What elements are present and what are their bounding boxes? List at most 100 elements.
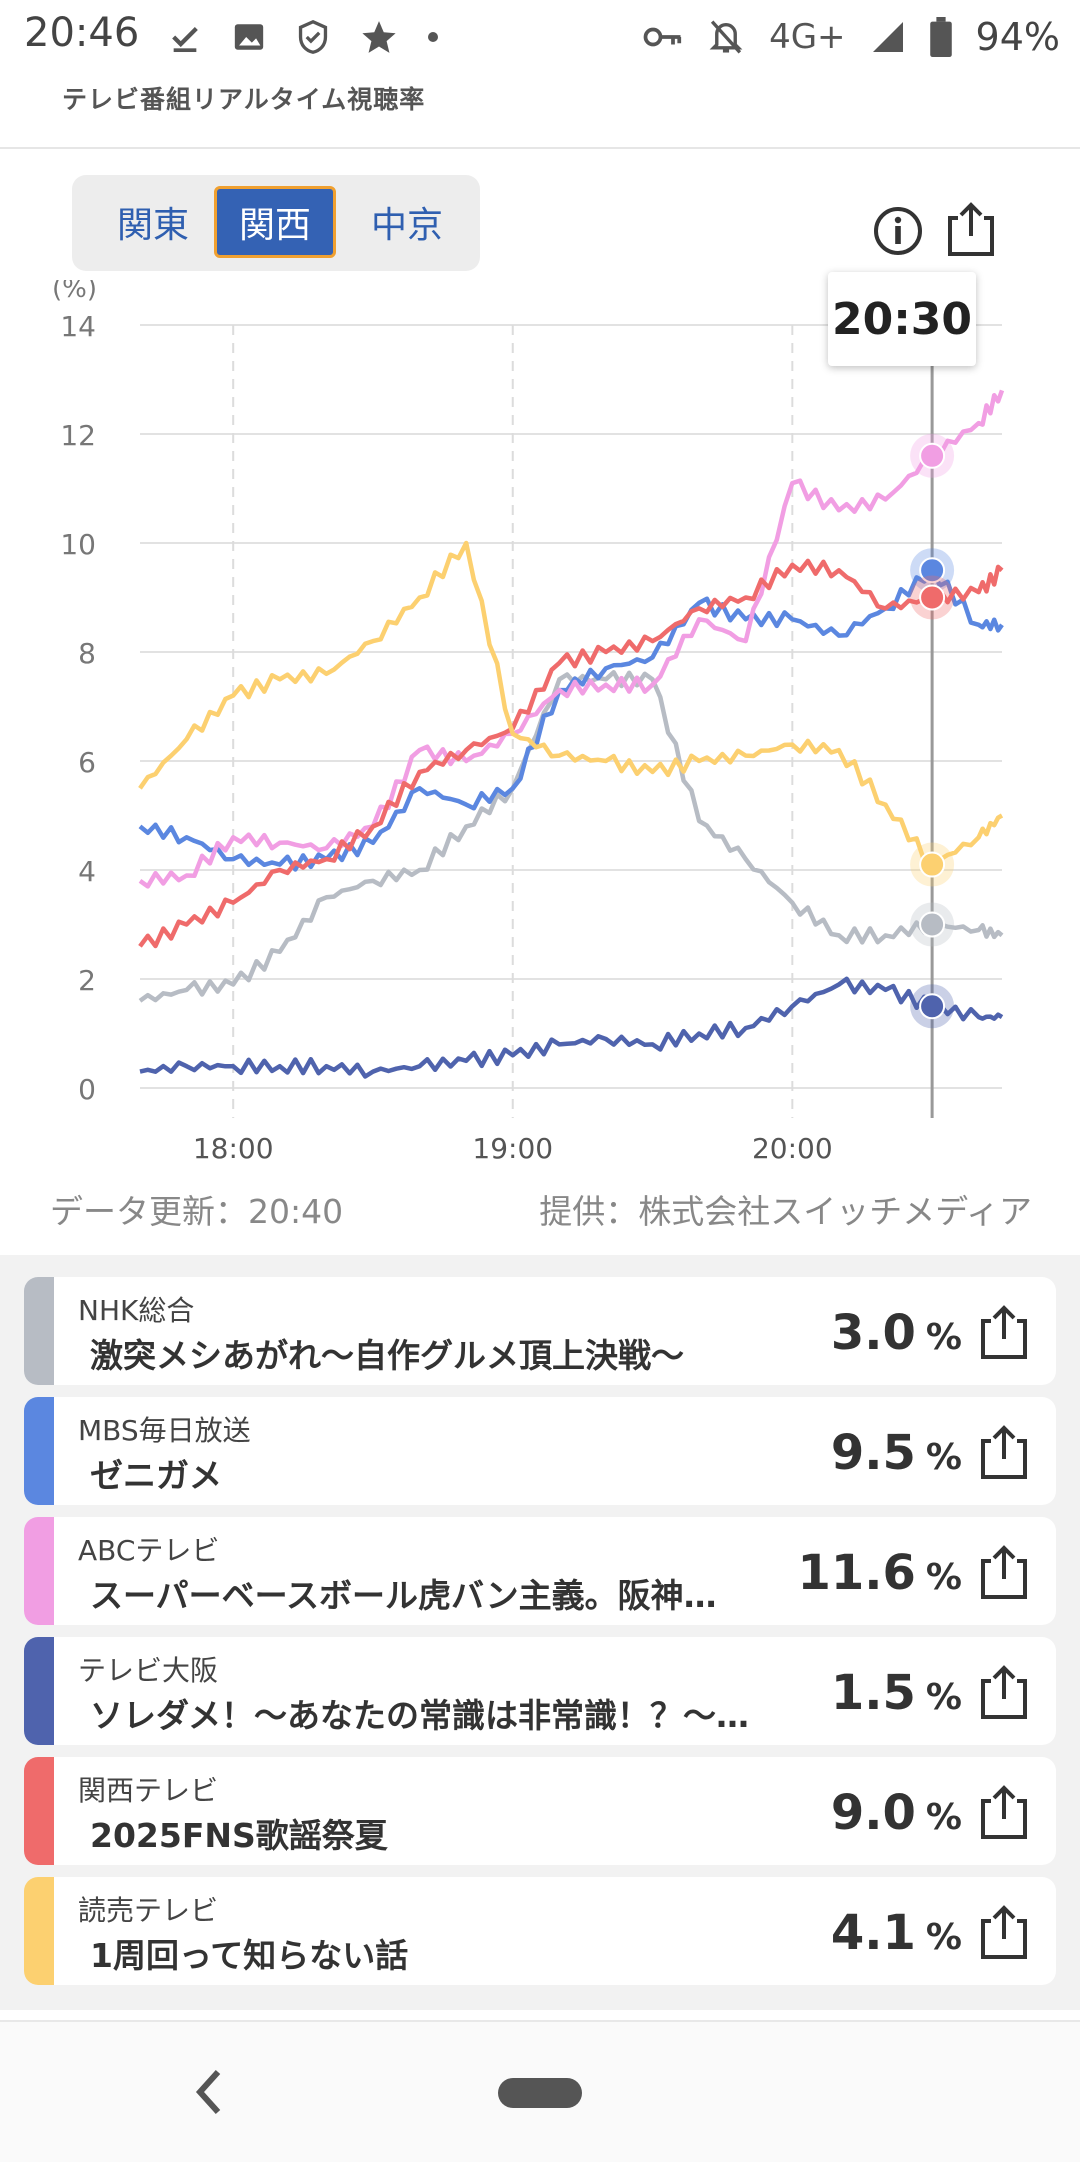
share-icon[interactable] (944, 200, 998, 258)
channel-name: MBS毎日放送 (78, 1414, 251, 1447)
program-title: 激突メシあがれ～自作グルメ頂上決戦～ (90, 1336, 684, 1375)
rating-value: 4.1% (831, 1905, 962, 1961)
rating-unit: % (925, 1557, 962, 1598)
data-provider-text: 提供：株式会社スイッチメディア (539, 1192, 1032, 1231)
header-subtitle: テレビ番組リアルタイム視聴率 (62, 85, 426, 114)
cursor-point (919, 911, 946, 938)
series-line (138, 670, 1004, 1003)
rating-value: 1.5% (831, 1665, 962, 1721)
rating-unit: % (925, 1437, 962, 1478)
rating-value: 11.6% (797, 1545, 962, 1601)
y-tick-label: 8 (78, 637, 96, 670)
battery-icon (929, 17, 952, 57)
program-title: 2025FNS歌謡祭夏 (90, 1816, 388, 1855)
rating-unit: % (925, 1317, 962, 1358)
y-tick-label: 12 (60, 419, 96, 452)
share-icon[interactable] (976, 1663, 1032, 1721)
data-updated-text: データ更新：20:40 (50, 1192, 344, 1231)
series-line (138, 389, 1005, 889)
app-header: テレビ番組リアルタイム視聴率 (0, 72, 1080, 149)
x-tick-label: 18:00 (193, 1132, 274, 1165)
y-tick-label: 10 (60, 528, 96, 561)
cursor-point (919, 442, 946, 469)
notifications-off-icon (709, 20, 743, 54)
channel-name: NHK総合 (78, 1294, 195, 1327)
y-tick-label: 2 (78, 964, 96, 997)
network-type: 4G+ (769, 17, 846, 57)
program-title: 1周回って知らない話 (90, 1936, 409, 1975)
x-tick-label: 20:00 (752, 1132, 833, 1165)
signal-icon (872, 22, 903, 52)
image-icon (234, 24, 264, 50)
channel-color-bar (24, 1757, 54, 1865)
rating-value: 3.0% (831, 1305, 962, 1361)
channel-card[interactable]: 読売テレビ 1周回って知らない話 4.1% (24, 1877, 1056, 1985)
rating-number: 11.6 (797, 1545, 916, 1601)
vpn-key-icon (643, 27, 682, 47)
rating-number: 4.1 (830, 1905, 916, 1961)
status-time: 20:46 (24, 10, 140, 56)
chart-svg: 0 2 4 6 8 10 12 14 (%) 18:00 19:00 20:00 (52, 274, 1005, 1165)
rating-value: 9.0% (831, 1785, 962, 1841)
share-icon[interactable] (976, 1303, 1032, 1361)
y-tick-label: 4 (78, 855, 96, 888)
y-axis-label: (%) (52, 280, 97, 304)
share-icon[interactable] (976, 1903, 1032, 1961)
y-tick-label: 6 (78, 746, 96, 779)
channel-color-bar (24, 1517, 54, 1625)
share-icon[interactable] (976, 1423, 1032, 1481)
cursor-point (919, 584, 946, 611)
info-icon[interactable] (872, 205, 924, 257)
channel-color-bar (24, 1277, 54, 1385)
channel-name: ABCテレビ (78, 1534, 220, 1567)
tab-kansai[interactable]: 関西 (214, 186, 336, 258)
status-right-icons: 4G+ 94% (643, 12, 1060, 62)
channel-color-bar (24, 1877, 54, 1985)
download-done-icon (172, 26, 198, 53)
rating-value: 9.5% (831, 1425, 962, 1481)
rating-unit: % (925, 1917, 962, 1958)
ratings-chart: 0 2 4 6 8 10 12 14 (%) 18:00 19:00 20:00 (0, 274, 1080, 1240)
channel-card[interactable]: MBS毎日放送ゼニガメ 9.5% (24, 1397, 1056, 1505)
share-icon[interactable] (976, 1543, 1032, 1601)
channel-color-bar (24, 1637, 54, 1745)
series-line (139, 976, 1004, 1079)
channel-name: 読売テレビ (78, 1894, 219, 1927)
program-title: ゼニガメ (90, 1456, 222, 1495)
rating-number: 1.5 (830, 1665, 916, 1721)
cursor-point (919, 851, 946, 878)
y-tick-label: 14 (60, 310, 96, 343)
program-title: ソレダメ！～あなたの常識は非常識！？～… (90, 1696, 750, 1735)
tab-chukyo[interactable]: 中京 (370, 205, 443, 246)
region-selector: 関東 関西 中京 (72, 175, 480, 271)
star-icon (362, 21, 396, 53)
channel-card[interactable]: ABCテレビスーパーベースボール虎バン主義。阪神… 11.6% (24, 1517, 1056, 1625)
chart-time-tooltip: 20:30 (828, 272, 976, 366)
rating-unit: % (925, 1677, 962, 1718)
channel-name: 関西テレビ (78, 1774, 219, 1807)
series-line (138, 558, 1004, 949)
cursor-point (919, 993, 946, 1020)
back-icon[interactable] (190, 2064, 230, 2120)
channel-color-bar (24, 1397, 54, 1505)
rating-number: 3.0 (830, 1305, 916, 1361)
status-left-icons (168, 12, 438, 62)
program-title: スーパーベースボール虎バン主義。阪神… (90, 1576, 717, 1615)
system-nav-bar (0, 2020, 1080, 2162)
share-icon[interactable] (976, 1783, 1032, 1841)
series-line (138, 540, 1004, 867)
channel-name: テレビ大阪 (78, 1654, 219, 1687)
shield-check-icon (298, 19, 328, 54)
x-tick-label: 19:00 (472, 1132, 553, 1165)
tab-kanto[interactable]: 関東 (116, 205, 189, 246)
channel-card[interactable]: テレビ大阪ソレダメ！～あなたの常識は非常識！？～… 1.5% (24, 1637, 1056, 1745)
channel-card[interactable]: NHK総合激突メシあがれ～自作グルメ頂上決戦～ 3.0% (24, 1277, 1056, 1385)
channel-card[interactable]: 関西テレビ 2025FNS歌謡祭夏 9.0% (24, 1757, 1056, 1865)
battery-level: 94% (975, 15, 1060, 59)
cursor-point (919, 557, 946, 584)
home-pill-icon[interactable] (498, 2078, 582, 2108)
rating-unit: % (925, 1797, 962, 1838)
series-line (138, 568, 1004, 872)
y-tick-label: 0 (78, 1073, 96, 1106)
rating-number: 9.5 (830, 1425, 916, 1481)
